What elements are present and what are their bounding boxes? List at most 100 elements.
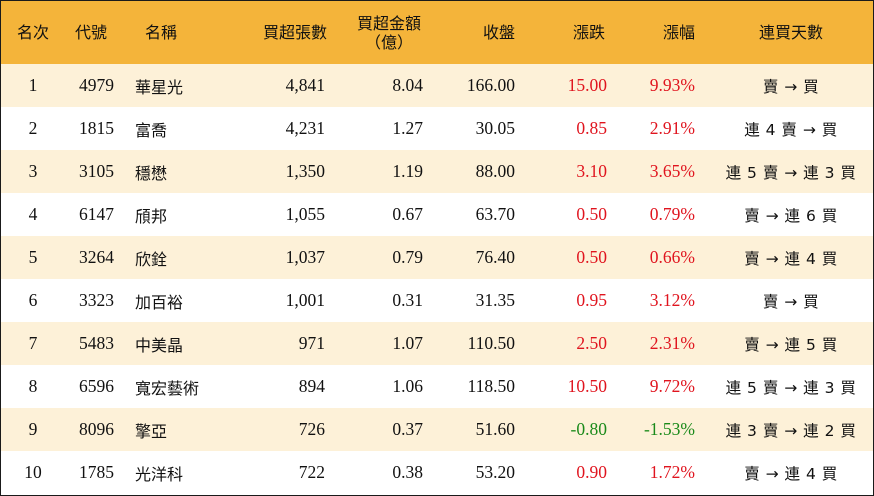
header-net-buy-volume: 買超張數 (262, 23, 327, 42)
cell-close: 31.35 (475, 290, 515, 310)
cell-rank: 9 (28, 419, 38, 439)
cell-rank: 6 (28, 290, 38, 310)
cell-change: 10.50 (567, 376, 607, 396)
cell-net-buy-volume: 1,055 (285, 204, 325, 224)
cell-stock-name: 欣銓 (135, 249, 168, 269)
table-row: 10 1785 光洋科 722 0.38 53.20 0.90 1.72% 賣 → 連 4 買 (1, 451, 873, 494)
cell-rank: 3 (28, 161, 38, 181)
buy-streak-text: 連 5 賣 → 連 3 買 (725, 378, 857, 397)
table-row: 6 3323 加百裕 1,001 0.31 31.35 0.95 3.12% 賣 → 買 (1, 279, 873, 322)
cell-close: 76.40 (475, 247, 515, 267)
cell-change-percent: 3.12% (649, 290, 695, 310)
header-close: 收盤 (482, 23, 515, 42)
cell-code: 5483 (79, 333, 114, 353)
cell-code: 3105 (79, 161, 114, 181)
header-code: 代號 (75, 23, 108, 42)
cell-change-percent: 0.66% (649, 247, 695, 267)
cell-change-percent: 1.72% (649, 462, 695, 482)
cell-change-percent: 9.93% (649, 75, 695, 95)
cell-net-buy-amount: 0.38 (392, 462, 423, 482)
buy-streak-text: 連 4 賣 → 買 (744, 120, 838, 139)
buy-streak-text: 賣 → 連 4 買 (744, 249, 838, 268)
table-row: 7 5483 中美晶 971 1.07 110.50 2.50 2.31% 賣 → 連 5 買 (1, 322, 873, 365)
cell-rank: 5 (28, 247, 38, 267)
buy-streak-text: 賣 → 連 6 買 (744, 206, 838, 225)
cell-consecutive-buy-days: 賣 → 買 (709, 64, 873, 107)
cell-consecutive-buy-days: 賣 → 連 6 買 (709, 193, 873, 236)
cell-close: 53.20 (475, 462, 515, 482)
cell-change: 0.85 (576, 118, 607, 138)
cell-close: 118.50 (467, 376, 515, 396)
cell-net-buy-amount: 1.06 (392, 376, 423, 396)
cell-stock-name: 加百裕 (135, 292, 184, 312)
cell-code: 6147 (79, 204, 114, 224)
cell-net-buy-volume: 726 (298, 419, 325, 439)
cell-rank: 7 (28, 333, 38, 353)
cell-consecutive-buy-days: 連 4 賣 → 買 (709, 107, 873, 150)
buy-streak-text: 連 5 賣 → 連 3 買 (725, 163, 857, 182)
cell-stock-name: 富喬 (135, 120, 168, 140)
cell-change: 0.95 (576, 290, 607, 310)
table-row: 1 4979 華星光 4,841 8.04 166.00 15.00 9.93% 賣 → 買 (1, 64, 873, 107)
header-net-buy-amount-line1: 買超金額 (356, 13, 421, 33)
cell-consecutive-buy-days: 連 5 賣 → 連 3 買 (709, 150, 873, 193)
cell-stock-name: 擎亞 (135, 421, 168, 441)
cell-net-buy-amount: 0.31 (392, 290, 423, 310)
cell-stock-name: 寬宏藝術 (135, 378, 200, 398)
buy-streak-text: 賣 → 買 (762, 77, 820, 96)
cell-net-buy-volume: 4,841 (285, 75, 325, 95)
cell-net-buy-amount: 0.37 (392, 419, 423, 439)
cell-close: 88.00 (475, 161, 515, 181)
cell-net-buy-volume: 971 (298, 333, 325, 353)
cell-code: 4979 (79, 75, 114, 95)
buy-streak-text: 連 3 賣 → 連 2 買 (725, 421, 857, 440)
cell-code: 3323 (79, 290, 114, 310)
cell-change: 0.50 (576, 204, 607, 224)
header-rank: 名次 (16, 23, 49, 42)
cell-rank: 4 (28, 204, 38, 224)
cell-net-buy-volume: 1,001 (285, 290, 325, 310)
cell-net-buy-amount: 1.27 (392, 118, 423, 138)
buy-streak-text: 賣 → 連 5 買 (744, 335, 838, 354)
cell-net-buy-volume: 1,350 (285, 161, 325, 181)
cell-close: 63.70 (475, 204, 515, 224)
header-net-buy-amount-line2: （億） (364, 32, 413, 52)
cell-code: 6596 (79, 376, 114, 396)
cell-change: 2.50 (576, 333, 607, 353)
header-change-percent: 漲幅 (662, 23, 695, 42)
cell-consecutive-buy-days: 賣 → 連 4 買 (709, 236, 873, 279)
table-header: 名次 代號 名稱 買超張數 買超金額 （億） 收盤 漲跌 漲幅 連買天數 (1, 1, 873, 64)
header-row: 名次 代號 名稱 買超張數 買超金額 （億） 收盤 漲跌 漲幅 連買天數 (1, 1, 873, 64)
cell-net-buy-amount: 1.19 (392, 161, 423, 181)
cell-code: 1815 (79, 118, 114, 138)
cell-change-percent: 2.31% (649, 333, 695, 353)
cell-change-percent: 0.79% (649, 204, 695, 224)
table-body: 1 4979 華星光 4,841 8.04 166.00 15.00 9.93% 賣 → 買 2 1… (1, 64, 873, 494)
cell-close: 110.50 (467, 333, 515, 353)
cell-net-buy-volume: 722 (298, 462, 325, 482)
cell-stock-name: 華星光 (135, 77, 184, 97)
cell-rank: 2 (28, 118, 38, 138)
cell-change-percent: 3.65% (649, 161, 695, 181)
cell-net-buy-amount: 0.67 (392, 204, 423, 224)
cell-code: 1785 (79, 462, 114, 482)
buy-streak-text: 賣 → 連 4 買 (744, 464, 838, 483)
cell-rank: 8 (28, 376, 38, 396)
cell-consecutive-buy-days: 連 5 賣 → 連 3 買 (709, 365, 873, 408)
table-row: 8 6596 寬宏藝術 894 1.06 118.50 10.50 9.72% 連 5 賣 → … (1, 365, 873, 408)
header-name: 名稱 (145, 23, 178, 42)
cell-change-percent: 2.91% (649, 118, 695, 138)
cell-net-buy-volume: 894 (298, 376, 325, 396)
header-change: 漲跌 (572, 23, 605, 42)
table-row: 5 3264 欣銓 1,037 0.79 76.40 0.50 0.66% 賣 → 連 4 買 (1, 236, 873, 279)
cell-change: 0.50 (576, 247, 607, 267)
cell-net-buy-volume: 1,037 (285, 247, 325, 267)
cell-close: 51.60 (475, 419, 515, 439)
cell-code: 8096 (79, 419, 114, 439)
cell-change: 3.10 (576, 161, 607, 181)
cell-rank: 1 (28, 75, 38, 95)
cell-net-buy-amount: 0.79 (392, 247, 423, 267)
cell-stock-name: 穩懋 (135, 163, 168, 183)
